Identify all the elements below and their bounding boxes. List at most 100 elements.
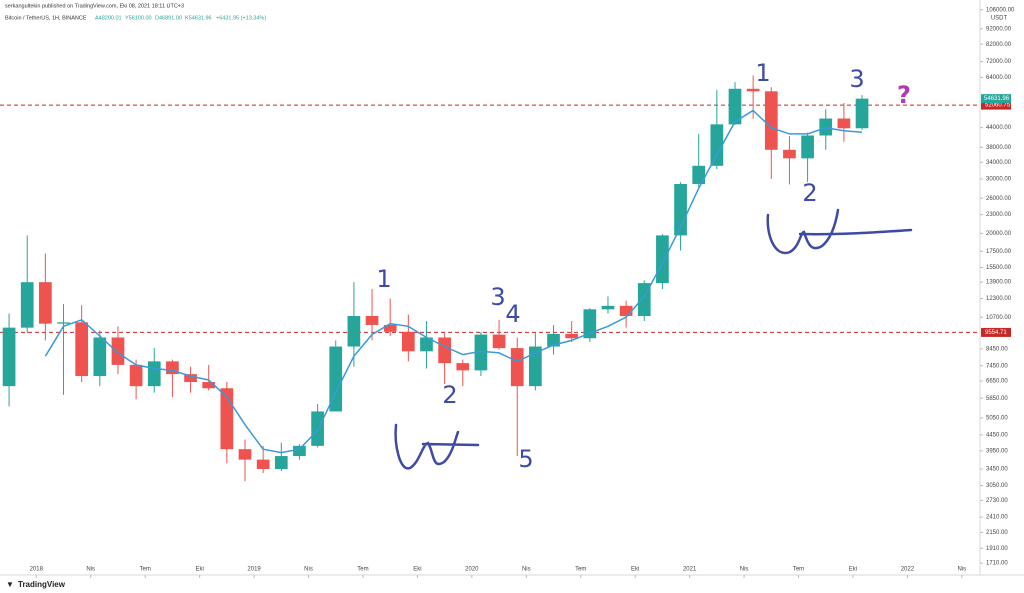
candle-body xyxy=(601,305,615,310)
candle-body xyxy=(583,309,597,339)
candle-body xyxy=(801,135,814,159)
candle-body xyxy=(456,363,470,371)
y-tick-label: 2150.00 xyxy=(986,530,1008,536)
candle-body xyxy=(492,334,506,349)
x-tick-label: 2022 xyxy=(901,567,915,573)
candle-body xyxy=(855,98,869,129)
x-tick-label: 2019 xyxy=(247,567,261,573)
y-tick-label: 5050.00 xyxy=(986,415,1008,421)
annotation: 2 xyxy=(442,381,457,409)
y-tick-label: 13900.00 xyxy=(986,280,1012,286)
annotation: 3 xyxy=(490,283,505,311)
candle-body xyxy=(510,348,524,387)
candle-body xyxy=(57,322,70,324)
x-tick-label: Nis xyxy=(958,567,967,573)
candle-body xyxy=(2,327,16,387)
y-tick-label: 4450.00 xyxy=(986,432,1008,438)
candle-body xyxy=(329,346,343,412)
candle-body xyxy=(438,337,451,364)
y-tick-label: 15500.00 xyxy=(986,265,1012,271)
y-tick-label: 17500.00 xyxy=(986,249,1012,255)
brand-logo: TradingView xyxy=(18,580,66,589)
candle-body xyxy=(474,334,488,371)
candle-body xyxy=(75,322,89,377)
y-tick-label: 8450.00 xyxy=(986,346,1008,352)
y-tick-label: 106000.00 xyxy=(986,7,1015,13)
candle-body xyxy=(529,346,542,387)
price-label: 52060.75 xyxy=(985,103,1011,109)
candle-body xyxy=(837,118,851,129)
annotation: 2 xyxy=(802,179,817,207)
candle-body xyxy=(20,282,34,328)
readout-change: +6431.95 (+13.34%) xyxy=(216,15,266,21)
candle-body xyxy=(565,333,579,339)
y-tick-label: 7450.00 xyxy=(986,363,1008,369)
x-tick-label: Tem xyxy=(575,567,586,573)
candle-body xyxy=(202,382,216,389)
readout-low: D46891.00 xyxy=(155,15,182,21)
publisher-line: serkangultekin published on TradingView.… xyxy=(5,3,184,9)
candle-body xyxy=(619,305,633,316)
candle-body xyxy=(147,361,161,387)
plot: 106000.00 92000.00 82000.00 72000.00 64000.0… xyxy=(0,7,1015,578)
y-tick-label: 5850.00 xyxy=(986,396,1008,402)
candle-body xyxy=(256,459,270,470)
annotation: 4 xyxy=(505,300,520,328)
y-tick-label: 3950.00 xyxy=(986,448,1008,454)
annotation: 5 xyxy=(518,445,533,473)
annotation: 1 xyxy=(755,59,770,87)
candle-body xyxy=(347,315,361,347)
annotation: ? xyxy=(897,81,911,109)
x-tick-label: Nis xyxy=(304,567,313,573)
candle-body xyxy=(274,456,288,470)
candle-body xyxy=(547,333,560,347)
currency-label: USDT xyxy=(991,16,1008,22)
brand-icon: ▼ xyxy=(6,580,14,589)
readout-close: K54631.96 xyxy=(185,15,212,21)
y-tick-label: 26000.00 xyxy=(986,196,1012,202)
x-tick-label: Eki xyxy=(631,567,639,573)
candle-body xyxy=(746,88,760,92)
x-tick-label: Tem xyxy=(357,567,368,573)
candle-body xyxy=(311,411,324,446)
x-tick-label: Nis xyxy=(86,567,95,573)
x-tick-label: Tem xyxy=(140,567,151,573)
candle-body xyxy=(728,88,742,125)
candle-body xyxy=(692,165,706,185)
candle-body xyxy=(764,91,778,150)
annotation: 1 xyxy=(376,265,391,293)
y-tick-label: 2410.00 xyxy=(986,515,1008,521)
price-label-box xyxy=(981,100,1011,110)
cup-drawing xyxy=(394,423,480,470)
cup-drawing xyxy=(766,208,913,255)
y-tick-label: 1710.00 xyxy=(986,561,1008,567)
last-price-label: 54631.96 xyxy=(984,96,1010,102)
annotation: 3 xyxy=(849,65,864,93)
y-tick-label: 44000.00 xyxy=(986,125,1012,131)
symbol-title: Bitcoin / TetherUS, 1H, BINANCE xyxy=(5,15,87,21)
y-tick-label: 20000.00 xyxy=(986,231,1012,237)
price-label-box xyxy=(981,327,1011,337)
candle-body xyxy=(383,324,397,332)
candle-body xyxy=(39,282,52,324)
candle-body xyxy=(365,315,379,325)
candle-body xyxy=(674,184,687,236)
y-tick-label: 3450.00 xyxy=(986,467,1008,473)
candle-body xyxy=(783,149,796,159)
y-tick-label: 30000.00 xyxy=(986,177,1012,183)
readout-high: Y56100.00 xyxy=(125,15,152,21)
y-tick-label: 12300.00 xyxy=(986,296,1012,302)
y-tick-label: 92000.00 xyxy=(986,26,1012,32)
price-label: 9554.71 xyxy=(985,330,1007,336)
x-tick-label: Eki xyxy=(849,567,857,573)
candle-body xyxy=(401,331,415,352)
y-tick-label: 38000.00 xyxy=(986,145,1012,151)
candle-body xyxy=(420,337,433,352)
y-tick-label: 64000.00 xyxy=(986,75,1012,81)
y-tick-label: 82000.00 xyxy=(986,42,1012,48)
x-tick-label: 2018 xyxy=(30,567,44,573)
y-tick-label: 2730.00 xyxy=(986,498,1008,504)
candle-body xyxy=(184,374,197,383)
